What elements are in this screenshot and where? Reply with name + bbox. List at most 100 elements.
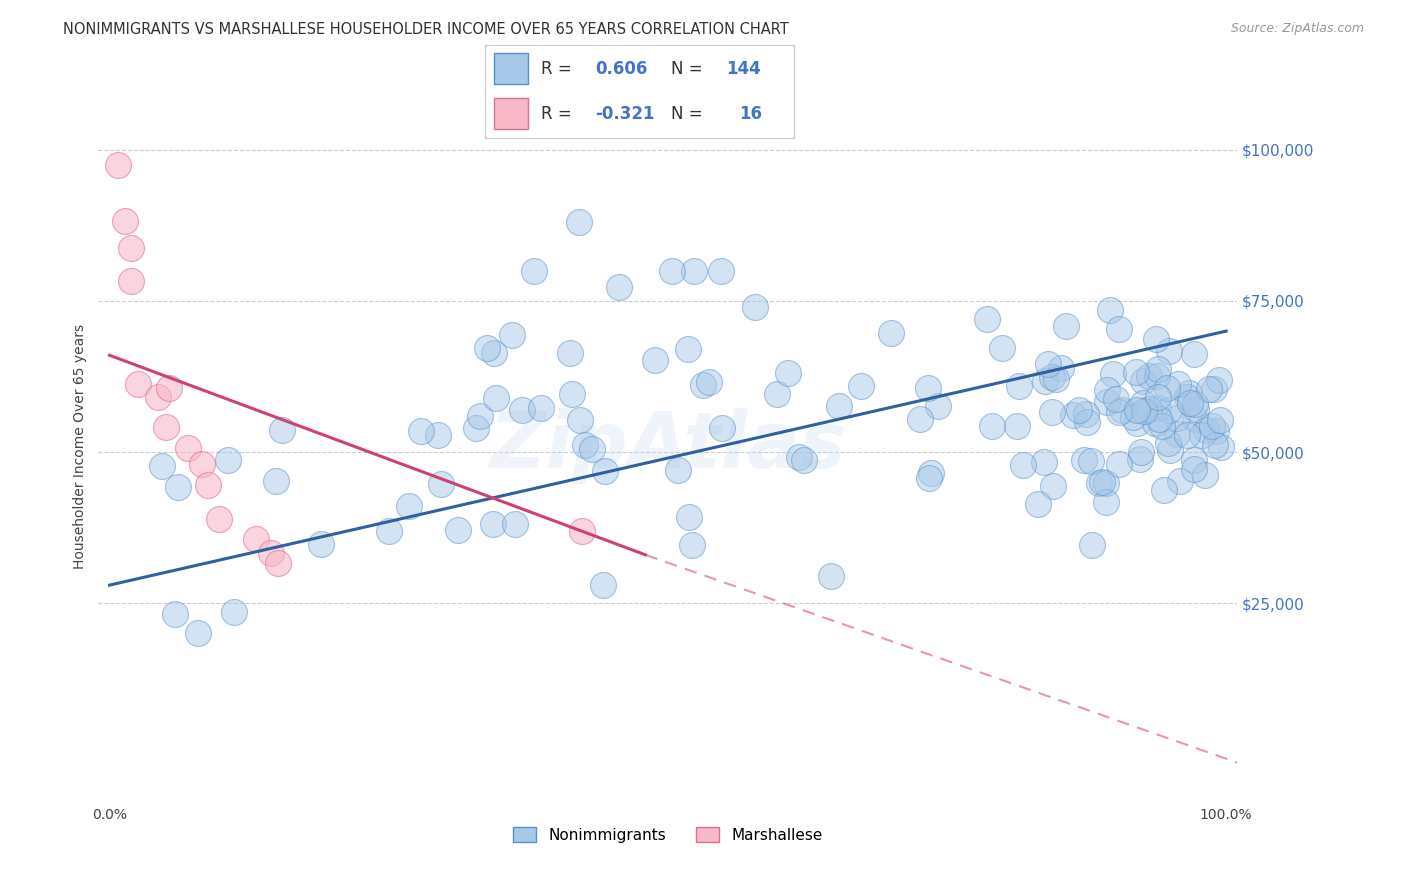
Point <box>593 463 616 477</box>
Point <box>1125 416 1147 430</box>
Point <box>1204 438 1226 452</box>
Legend: Nonimmigrants, Marshallese: Nonimmigrants, Marshallese <box>506 821 830 848</box>
Point <box>1137 368 1160 383</box>
Point <box>1036 357 1059 371</box>
Point <box>1195 423 1218 437</box>
Point <box>910 412 932 426</box>
Point <box>191 457 214 471</box>
Point <box>1108 457 1130 471</box>
Point <box>1050 361 1073 376</box>
Point <box>1153 483 1175 498</box>
Point <box>1033 375 1056 389</box>
Point <box>259 545 281 559</box>
Point <box>678 509 700 524</box>
Point <box>1062 409 1084 423</box>
Point <box>1128 452 1150 467</box>
Point <box>155 419 177 434</box>
Point <box>398 500 420 514</box>
Point <box>1147 362 1170 376</box>
Point <box>571 524 593 538</box>
Point <box>681 538 703 552</box>
Point <box>1144 332 1167 346</box>
Point <box>1205 424 1227 438</box>
Point <box>1122 409 1144 424</box>
Point <box>1159 343 1181 358</box>
Point <box>177 441 200 455</box>
Point <box>692 378 714 392</box>
Point <box>1159 403 1181 417</box>
Text: 0.606: 0.606 <box>595 60 647 78</box>
Point <box>1129 445 1152 459</box>
Point <box>1137 401 1160 416</box>
Point <box>530 401 553 416</box>
Point <box>1168 474 1191 488</box>
Point <box>1157 435 1180 450</box>
Point <box>167 480 190 494</box>
Point <box>697 375 720 389</box>
Point <box>148 390 170 404</box>
Point <box>484 346 506 360</box>
Point <box>1152 418 1174 433</box>
Point <box>1095 495 1118 509</box>
Point <box>1191 428 1213 442</box>
Text: ZipAtlas: ZipAtlas <box>489 408 846 484</box>
Point <box>1209 440 1232 454</box>
Point <box>187 626 209 640</box>
Point <box>1208 373 1230 387</box>
Point <box>1194 468 1216 483</box>
Point <box>927 400 949 414</box>
Point <box>1045 372 1067 386</box>
Point <box>1054 319 1077 334</box>
Point <box>574 438 596 452</box>
Y-axis label: Householder Income Over 65 years: Householder Income Over 65 years <box>73 324 87 568</box>
Point <box>245 533 267 547</box>
Text: N =: N = <box>671 60 707 78</box>
Point <box>309 537 332 551</box>
Text: 16: 16 <box>738 105 762 123</box>
Point <box>1026 497 1049 511</box>
Point <box>120 241 142 255</box>
Point <box>661 263 683 277</box>
Bar <box>495 98 529 129</box>
Point <box>1033 455 1056 469</box>
Point <box>446 523 468 537</box>
Point <box>1126 402 1149 417</box>
Point <box>1208 413 1230 427</box>
Point <box>1184 412 1206 426</box>
Point <box>1008 379 1031 393</box>
Point <box>581 442 603 456</box>
Point <box>222 605 245 619</box>
Point <box>121 274 143 288</box>
Point <box>208 512 231 526</box>
Point <box>820 568 842 582</box>
Point <box>1147 390 1170 404</box>
Point <box>1007 419 1029 434</box>
Point <box>1090 475 1112 489</box>
Point <box>666 463 689 477</box>
Point <box>1178 386 1201 401</box>
Point <box>1175 390 1198 404</box>
Point <box>475 341 498 355</box>
Point <box>107 158 129 172</box>
Point <box>485 391 508 405</box>
Point <box>510 402 533 417</box>
Point <box>1167 376 1189 391</box>
Point <box>1132 396 1154 410</box>
Point <box>482 517 505 532</box>
Point <box>560 345 582 359</box>
Point <box>1177 427 1199 442</box>
Point <box>217 452 239 467</box>
Point <box>1159 442 1181 457</box>
Point <box>710 421 733 435</box>
Point <box>1102 368 1125 382</box>
Point <box>1166 410 1188 425</box>
Point <box>523 263 546 277</box>
Point <box>1125 366 1147 380</box>
Point <box>1076 407 1098 421</box>
Point <box>682 263 704 277</box>
Point <box>1198 382 1220 396</box>
Point <box>1185 402 1208 417</box>
Point <box>1095 383 1118 397</box>
Point <box>880 326 903 341</box>
Point <box>1146 369 1168 384</box>
